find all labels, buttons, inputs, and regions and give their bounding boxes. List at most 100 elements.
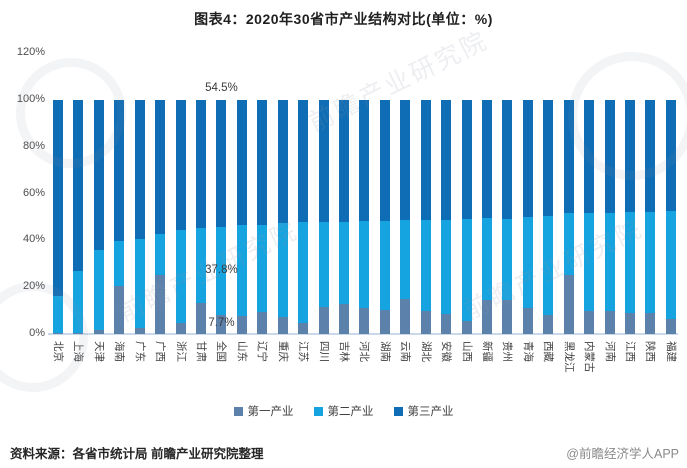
segment-第一产业	[236, 316, 247, 334]
legend-swatch-icon	[393, 406, 403, 416]
y-tick-20%: 20%	[22, 280, 45, 293]
segment-第一产业	[420, 311, 431, 334]
x-label-广东: 广东	[133, 341, 146, 362]
x-label-内蒙古: 内蒙古	[583, 341, 596, 373]
segment-第一产业	[73, 332, 84, 334]
x-label-新疆: 新疆	[481, 341, 494, 362]
bar-新疆	[482, 99, 493, 334]
segment-第三产业	[584, 99, 595, 214]
x-axis-line	[48, 333, 678, 335]
segment-第一产业	[93, 330, 104, 334]
x-label-辽宁: 辽宁	[256, 341, 269, 362]
bar-河北	[359, 99, 370, 334]
segment-第三产业	[379, 99, 390, 221]
x-label-青海: 青海	[521, 341, 534, 362]
segment-第二产业	[175, 229, 186, 324]
x-label-海南: 海南	[113, 341, 126, 362]
segment-第二产业	[73, 270, 84, 333]
segment-第二产业	[53, 295, 63, 333]
segment-第二产业	[604, 213, 615, 311]
segment-第一产业	[216, 315, 227, 334]
bar-吉林	[339, 99, 350, 334]
segment-第一产业	[625, 313, 636, 334]
segment-第一产业	[400, 299, 411, 334]
bar-河南	[604, 99, 615, 334]
segment-第一产业	[441, 314, 452, 334]
segment-第二产业	[155, 234, 166, 275]
legend-item-第二产业: 第二产业	[313, 403, 374, 419]
chart-title: 图表4：2020年30省市产业结构对比(单位：%)	[194, 11, 493, 27]
segment-第三产业	[665, 99, 676, 211]
bar-上海	[73, 99, 84, 334]
y-tick-120%: 120%	[16, 46, 45, 59]
x-label-福建: 福建	[664, 341, 677, 362]
bar-西藏	[543, 99, 554, 334]
segment-第一产业	[645, 313, 656, 334]
segment-第一产业	[379, 310, 390, 334]
legend-swatch-icon	[313, 406, 323, 416]
segment-第一产业	[563, 274, 574, 334]
x-label-全国: 全国	[215, 341, 228, 362]
data-label-7.7%: 7.7%	[208, 317, 235, 330]
legend-label: 第一产业	[247, 406, 294, 418]
bar-四川	[318, 99, 329, 334]
bar-重庆	[277, 99, 288, 334]
y-tick-40%: 40%	[22, 233, 45, 246]
segment-第三产业	[236, 99, 247, 225]
segment-第一产业	[53, 332, 63, 334]
segment-第三产业	[216, 99, 227, 228]
segment-第三产业	[625, 99, 636, 213]
segment-第一产业	[318, 306, 329, 334]
segment-第三产业	[277, 99, 288, 224]
legend-swatch-icon	[233, 406, 243, 416]
x-label-北京: 北京	[52, 341, 64, 362]
segment-第二产业	[665, 210, 676, 319]
bar-云南	[400, 99, 411, 334]
segment-第二产业	[298, 222, 309, 324]
segment-第三产业	[257, 99, 268, 225]
bar-湖北	[420, 99, 431, 334]
x-label-安徽: 安徽	[440, 341, 453, 362]
segment-第三产业	[134, 99, 145, 239]
segment-第二产业	[584, 213, 595, 312]
x-label-湖南: 湖南	[378, 341, 391, 362]
segment-第二产业	[339, 221, 350, 305]
segment-第二产业	[461, 219, 472, 321]
bar-山西	[461, 99, 472, 334]
x-label-天津: 天津	[92, 341, 105, 362]
segment-第二产业	[114, 240, 125, 286]
bar-广西	[155, 99, 166, 334]
segment-第三产业	[93, 99, 104, 251]
x-label-四川: 四川	[317, 341, 330, 362]
segment-第二产业	[216, 227, 227, 316]
bar-陕西	[645, 99, 656, 334]
legend-item-第三产业: 第三产业	[393, 403, 454, 419]
segment-第一产业	[339, 304, 350, 334]
bar-广东	[134, 99, 145, 334]
segment-第一产业	[175, 323, 186, 334]
segment-第三产业	[543, 99, 554, 217]
legend-label: 第二产业	[327, 406, 374, 418]
segment-第一产业	[359, 308, 370, 334]
segment-第一产业	[114, 285, 125, 334]
segment-第一产业	[155, 275, 166, 334]
data-label-54.5%: 54.5%	[205, 81, 238, 94]
segment-第三产业	[482, 99, 493, 218]
bar-天津	[93, 99, 104, 334]
y-tick-100%: 100%	[16, 93, 45, 105]
x-label-山西: 山西	[460, 341, 473, 362]
legend: 第一产业 第二产业 第三产业	[0, 403, 687, 419]
bar-甘肃	[196, 99, 206, 334]
bar-内蒙古	[584, 99, 595, 334]
x-label-上海: 上海	[72, 341, 85, 362]
brand-note: @前瞻经济学人APP	[566, 447, 679, 461]
bar-江苏	[298, 99, 309, 334]
bar-海南	[114, 99, 125, 334]
legend-item-第一产业: 第一产业	[233, 403, 294, 419]
x-label-西藏: 西藏	[542, 341, 555, 362]
bar-浙江	[175, 99, 186, 334]
source-note: 资料来源：各省市统计局 前瞻产业研究院整理	[10, 447, 264, 461]
segment-第三产业	[196, 99, 206, 228]
bar-全国	[216, 99, 227, 334]
